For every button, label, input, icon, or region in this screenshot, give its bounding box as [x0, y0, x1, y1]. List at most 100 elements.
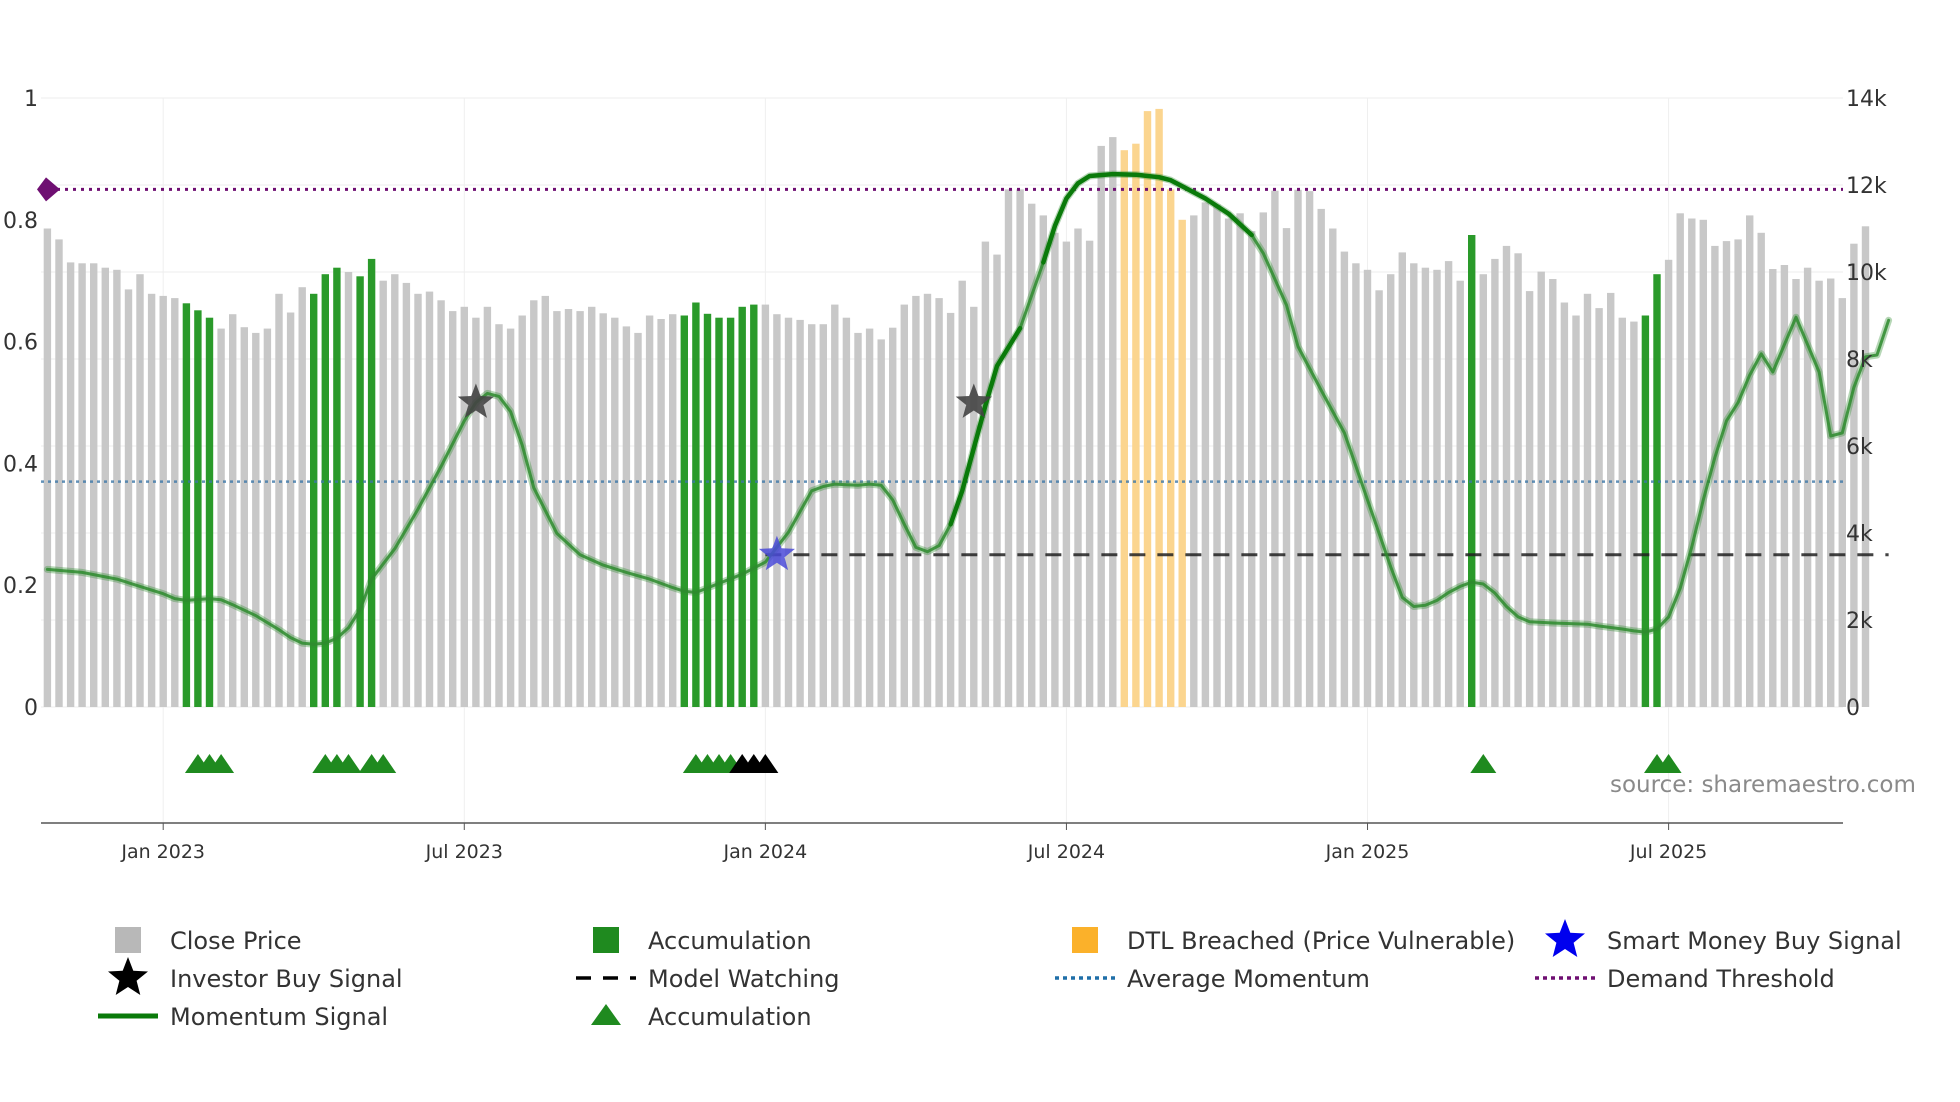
left-axis-tick-label: 1 [24, 87, 38, 112]
close-price-bar [1769, 269, 1777, 707]
close-price-bar [657, 319, 665, 707]
close-price-bar [472, 317, 480, 707]
close-price-bar [1340, 251, 1349, 707]
close-price-bar [147, 293, 156, 708]
close-price-bar [1722, 241, 1731, 707]
close-price-bar [1780, 265, 1789, 707]
x-axis-tick-label: Jan 2024 [723, 841, 808, 863]
accumulation-bar [194, 310, 202, 707]
close-price-bar [1016, 189, 1024, 707]
close-price-bar [1664, 259, 1673, 707]
close-price-bar [645, 315, 654, 707]
close-price-bar [946, 312, 955, 707]
close-price-bar [889, 327, 897, 707]
smart-money-buy-signal-star [758, 535, 795, 571]
close-price-bar [1525, 291, 1534, 707]
accumulation-bar [356, 276, 364, 707]
close-price-bar [1085, 240, 1094, 707]
accumulation-bar [321, 274, 329, 707]
close-price-bar [1861, 226, 1870, 708]
x-axis-tick-label: Jul 2023 [425, 841, 503, 863]
close-price-bar [564, 309, 573, 707]
close-price-bar [1676, 213, 1684, 708]
legend-label: Accumulation [648, 927, 812, 955]
dtl-breached-bar [1143, 111, 1152, 708]
close-price-bar [1236, 213, 1244, 708]
legend-label: Average Momentum [1127, 965, 1370, 993]
close-price-bar [379, 280, 387, 707]
legend-smart-money-star-icon [1545, 919, 1585, 957]
close-price-bar [55, 239, 63, 707]
close-price-bar [518, 315, 526, 707]
close-price-bar [669, 314, 677, 707]
dtl-breached-bar [1132, 143, 1140, 707]
accumulation-bar [1468, 235, 1476, 707]
close-price-bar [43, 228, 52, 707]
close-price-bar [912, 295, 920, 707]
close-price-bar [229, 314, 237, 707]
close-price-bar [286, 312, 295, 707]
close-price-bar [1375, 290, 1383, 707]
accumulation-marker [370, 754, 397, 773]
close-price-bar [391, 274, 399, 707]
close-price-bar [1387, 274, 1395, 707]
close-price-bar [1838, 298, 1846, 707]
right-axis-tick-label: 12k [1846, 174, 1887, 199]
close-price-bar [414, 293, 422, 708]
dtl-breached-bar [1120, 150, 1128, 707]
close-price-bar [1224, 218, 1233, 707]
close-price-bar [622, 326, 631, 707]
accumulation-bar [1641, 315, 1650, 707]
accumulation-bar [367, 258, 376, 707]
x-axis-tick-label: Jul 2025 [1629, 841, 1707, 863]
legend-accumulation-triangle-icon [591, 1004, 621, 1025]
close-price-bar [1583, 293, 1592, 708]
accumulation-bar [182, 303, 191, 707]
close-price-bar [634, 332, 642, 707]
close-price-bar [900, 304, 908, 707]
close-price-bar [1595, 308, 1603, 707]
close-price-bar [1271, 190, 1279, 707]
legend-close-price-swatch [115, 927, 141, 953]
close-price-bar [1410, 263, 1418, 707]
close-price-bar [935, 298, 943, 707]
close-price-bar [993, 254, 1001, 707]
close-price-bar [402, 282, 411, 707]
momentum-signal-strong [1041, 171, 1254, 265]
dtl-breached-bar [1178, 219, 1186, 708]
x-axis-tick-label: Jul 2024 [1027, 841, 1105, 863]
close-price-bar [1792, 279, 1800, 707]
close-price-bar [1004, 189, 1013, 707]
close-price-bar [1421, 267, 1430, 707]
legend-dtl-swatch [1072, 927, 1098, 953]
close-price-bar [78, 263, 86, 707]
close-price-bar [1282, 228, 1291, 707]
close-price-bar [1294, 189, 1302, 708]
close-price-bar [819, 324, 827, 707]
right-axis-tick-label: 8k [1846, 348, 1873, 373]
close-price-bar [90, 263, 98, 707]
close-price-bar [1213, 204, 1221, 707]
close-price-bar [1051, 232, 1059, 708]
close-price-bar [1537, 271, 1545, 707]
close-price-bar [854, 332, 862, 707]
legend: Close Price Accumulation DTL Breached (Pri… [98, 919, 1902, 1031]
close-price-bar [541, 295, 549, 707]
left-axis-tick-label: 0.2 [3, 574, 38, 599]
close-price-bar [1062, 241, 1071, 707]
accumulation-bar [333, 267, 341, 707]
close-price-bar [831, 304, 839, 707]
close-price-bar [1363, 269, 1372, 707]
close-price-bar [1607, 292, 1615, 707]
close-price-bar [1479, 274, 1487, 707]
model-watching-marker [752, 754, 779, 773]
close-price-bar [1746, 215, 1754, 707]
close-price-bar [553, 311, 561, 707]
close-price-bar [1850, 243, 1858, 707]
demand-threshold-diamond [37, 177, 60, 202]
close-price-bar [1352, 263, 1360, 707]
close-price-bar [136, 274, 144, 707]
momentum-signal-strong [948, 325, 1023, 527]
accumulation-bar [738, 306, 746, 707]
close-price-bar [483, 306, 492, 707]
